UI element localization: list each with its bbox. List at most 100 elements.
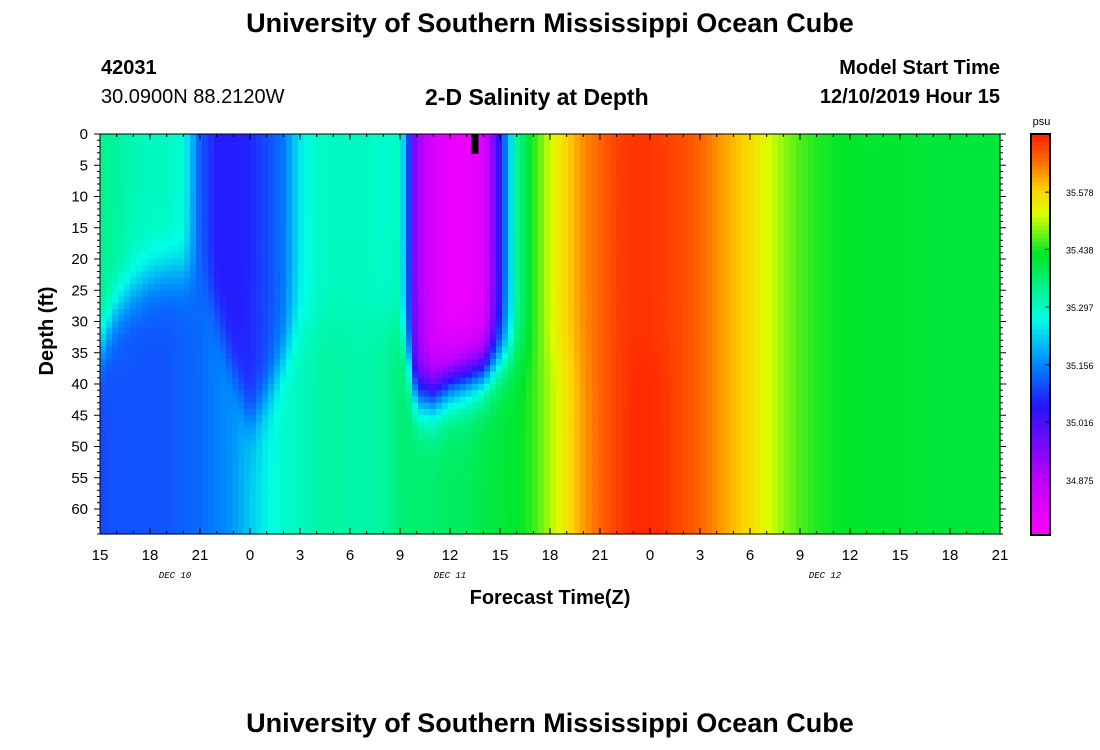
heatmap-cell [424, 315, 431, 323]
heatmap-cell [142, 459, 149, 466]
heatmap-cell [130, 421, 137, 429]
heatmap-cell [460, 190, 467, 198]
heatmap-cell [190, 434, 197, 441]
heatmap-cell [274, 334, 281, 341]
heatmap-cell [502, 134, 509, 141]
heatmap-cell [514, 290, 521, 298]
heatmap-cell [394, 165, 401, 173]
heatmap-cell [190, 227, 197, 235]
heatmap-cell [544, 252, 551, 260]
heatmap-cell [226, 171, 233, 179]
heatmap-cell [130, 321, 137, 329]
heatmap-cell [304, 221, 311, 229]
heatmap-cell [382, 346, 389, 354]
heatmap-cell [160, 240, 167, 248]
heatmap-cell [184, 327, 191, 335]
heatmap-cell [226, 396, 233, 404]
heatmap-cell [406, 459, 413, 466]
heatmap-cell [124, 490, 131, 498]
heatmap-cell [472, 465, 479, 473]
heatmap-cell [304, 196, 311, 204]
heatmap-cell [148, 302, 155, 310]
heatmap-cell [436, 259, 443, 266]
heatmap-cell [160, 352, 167, 360]
heatmap-cell [160, 452, 167, 460]
heatmap-cell [154, 240, 161, 248]
heatmap-cell [244, 459, 251, 466]
heatmap-cell [172, 434, 179, 441]
heatmap-cell [100, 402, 107, 410]
heatmap-cell [520, 340, 527, 348]
heatmap-cell [118, 521, 125, 529]
heatmap-cell [526, 159, 533, 166]
heatmap-cell [142, 409, 149, 416]
heatmap-cell [358, 452, 365, 460]
heatmap-cell [256, 521, 263, 529]
heatmap-cell [100, 440, 107, 448]
heatmap-cell [478, 327, 485, 335]
heatmap-cell [274, 159, 281, 166]
heatmap-cell [340, 190, 347, 198]
heatmap-cell [358, 240, 365, 248]
heatmap-cell [478, 446, 485, 454]
heatmap-cell [178, 177, 185, 185]
heatmap-cell [454, 159, 461, 166]
heatmap-cell [322, 402, 329, 410]
heatmap-cell [448, 502, 455, 510]
heatmap-cell [394, 271, 401, 279]
heatmap-cell [370, 284, 377, 291]
heatmap-cell [190, 371, 197, 379]
heatmap-cell [328, 140, 335, 148]
heatmap-cell [316, 477, 323, 485]
heatmap-cell [154, 459, 161, 466]
heatmap-cell [262, 465, 269, 473]
heatmap-cell [340, 271, 347, 279]
heatmap-cell [496, 152, 503, 160]
heatmap-cell [544, 146, 551, 154]
heatmap-cell [220, 465, 227, 473]
heatmap-cell [154, 502, 161, 510]
heatmap-cell [424, 259, 431, 266]
heatmap-cell [406, 440, 413, 448]
heatmap-cell [448, 465, 455, 473]
heatmap-cell [310, 346, 317, 354]
heatmap-cell [184, 527, 191, 535]
heatmap-cell [478, 521, 485, 529]
heatmap-cell [538, 284, 545, 291]
heatmap-cell [166, 209, 173, 216]
heatmap-cell [376, 421, 383, 429]
heatmap-cell [472, 184, 479, 191]
heatmap-cell [442, 240, 449, 248]
heatmap-cell [220, 484, 227, 491]
heatmap-cell [550, 165, 557, 173]
heatmap-cell [400, 196, 407, 204]
heatmap-cell [418, 384, 425, 391]
heatmap-cell [382, 352, 389, 360]
heatmap-cell [334, 409, 341, 416]
heatmap-cell [556, 321, 563, 329]
heatmap-cell [526, 221, 533, 229]
heatmap-cell [238, 165, 245, 173]
heatmap-cell [502, 271, 509, 279]
heatmap-cell [286, 165, 293, 173]
heatmap-cell [382, 402, 389, 410]
heatmap-cell [208, 209, 215, 216]
heatmap-cell [526, 309, 533, 316]
heatmap-cell [292, 515, 299, 523]
heatmap-cell [184, 277, 191, 285]
heatmap-cell [388, 284, 395, 291]
heatmap-cell [172, 290, 179, 298]
heatmap-cell [124, 377, 131, 385]
heatmap-cell [460, 402, 467, 410]
heatmap-cell [130, 296, 137, 304]
heatmap-cell [412, 415, 419, 423]
heatmap-cell [160, 440, 167, 448]
heatmap-cell [472, 165, 479, 173]
heatmap-cell [388, 327, 395, 335]
heatmap-cell [286, 290, 293, 298]
heatmap-cell [562, 490, 569, 498]
heatmap-cell [202, 434, 209, 441]
heatmap-cell [214, 421, 221, 429]
heatmap-cell [214, 396, 221, 404]
heatmap-cell [334, 315, 341, 323]
